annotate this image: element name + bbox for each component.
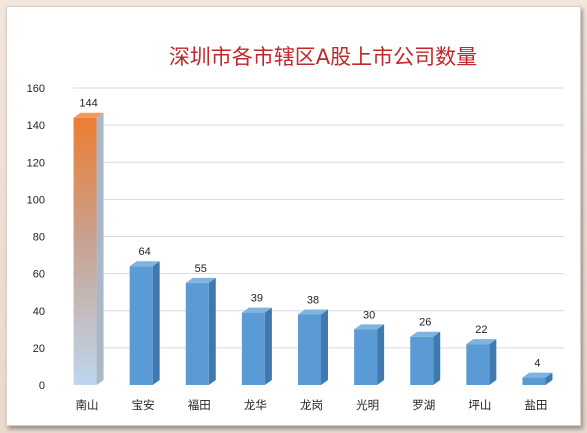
bar-top: [185, 277, 216, 283]
y-tick-label: 140: [27, 120, 45, 132]
bar: [522, 372, 553, 385]
data-label: 55: [195, 263, 207, 275]
chart-card: 深圳市各市辖区A股上市公司数量 0 20 40 60 80 100 120 140 160 14…: [6, 6, 581, 426]
bar-top: [73, 112, 104, 118]
chart-title: 深圳市各市辖区A股上市公司数量: [169, 45, 477, 69]
bar: [73, 112, 104, 385]
data-label: 64: [139, 246, 151, 258]
bar-side: [433, 331, 441, 385]
bar-side: [152, 261, 160, 385]
bar-side: [264, 307, 272, 385]
bar-side: [377, 324, 385, 385]
bar-top: [129, 261, 160, 267]
bar-side: [489, 339, 497, 385]
bar: [466, 339, 497, 385]
bar-front: [129, 266, 153, 385]
y-tick-label: 120: [27, 157, 45, 169]
data-label: 38: [307, 294, 319, 306]
category-label: 光明: [356, 398, 379, 412]
bar: [298, 309, 328, 385]
category-label: 福田: [188, 398, 211, 412]
bar-front: [522, 377, 546, 385]
bar-chart: 深圳市各市辖区A股上市公司数量 0 20 40 60 80 100 120 140 160 14…: [27, 45, 564, 412]
y-tick-label: 20: [33, 343, 45, 355]
bar: [129, 261, 160, 385]
bar: [354, 324, 385, 385]
data-label: 4: [534, 358, 540, 370]
y-axis-ticks: 0 20 40 60 80 100 120 140 160: [27, 83, 45, 392]
data-label: 22: [475, 324, 487, 336]
data-labels: 144 64 55 39 38 30 26 22 4: [79, 98, 540, 370]
data-label: 26: [419, 317, 431, 329]
bar-side: [321, 309, 328, 385]
bar-side: [208, 277, 216, 385]
bar-front: [185, 282, 209, 385]
data-label: 30: [363, 309, 375, 321]
bar-top: [410, 331, 441, 337]
category-label: 南山: [76, 398, 99, 412]
bar: [185, 277, 216, 385]
x-axis-categories: 南山 宝安 福田 龙华 龙岗 光明 罗湖 坪山 盐田: [76, 398, 548, 412]
category-label: 坪山: [468, 398, 491, 412]
bar-top: [354, 324, 385, 330]
bar-front: [354, 329, 378, 385]
bar-side: [545, 372, 553, 385]
bar: [241, 307, 272, 385]
bar-top: [241, 307, 272, 313]
y-tick-label: 0: [39, 380, 45, 392]
bar-top: [466, 339, 497, 345]
bar-front: [73, 117, 97, 385]
data-label: 39: [251, 293, 263, 305]
bar-side: [96, 112, 104, 385]
category-label: 龙岗: [300, 398, 323, 412]
y-tick-label: 80: [33, 232, 45, 244]
y-tick-label: 160: [27, 83, 45, 95]
category-label: 罗湖: [412, 398, 435, 412]
category-label: 宝安: [132, 398, 155, 412]
y-tick-label: 100: [27, 194, 45, 206]
bar-top: [298, 309, 328, 315]
bar-front: [466, 344, 490, 385]
y-tick-label: 40: [33, 306, 45, 318]
bar: [410, 331, 441, 385]
bars: [73, 112, 553, 385]
category-label: 盐田: [524, 398, 547, 412]
data-label: 144: [79, 98, 97, 110]
category-label: 龙华: [244, 398, 267, 412]
bar-front: [410, 336, 434, 385]
bar-front: [241, 312, 265, 385]
bar-front: [298, 314, 321, 385]
bar-top: [522, 372, 553, 378]
y-tick-label: 60: [33, 269, 45, 281]
